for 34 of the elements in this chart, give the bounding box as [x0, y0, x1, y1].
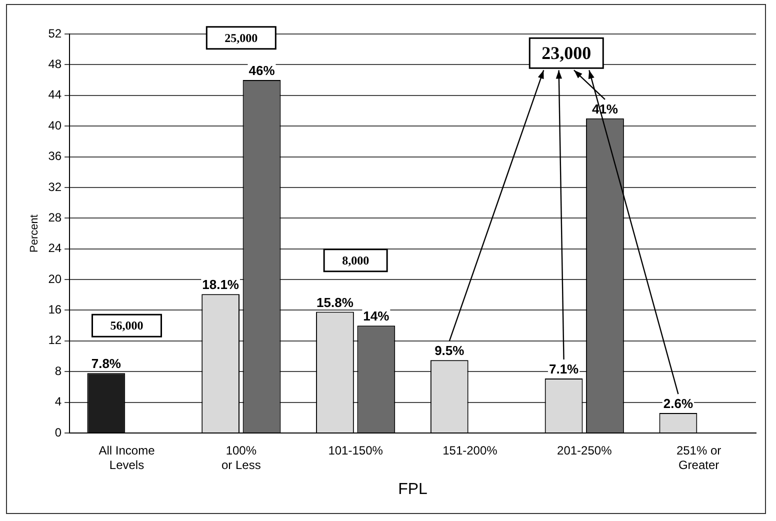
annotation: 25,000: [224, 30, 258, 45]
data-label: 9.5%: [434, 343, 465, 358]
data-label: 14%: [363, 308, 390, 324]
data-label: 7.1%: [548, 362, 580, 377]
y-tick-label: 48: [48, 57, 62, 72]
annotation: 23,000: [542, 42, 592, 63]
y-tick-label: 0: [54, 425, 62, 440]
y-tick-label: 24: [48, 241, 62, 256]
y-tick-label: 36: [48, 149, 62, 164]
y-tick-label: 4: [54, 394, 62, 409]
data-label: 7.8%: [91, 356, 122, 372]
y-tick-label: 20: [48, 272, 62, 286]
annotation: 8,000: [342, 253, 370, 268]
y-tick-label: 52: [48, 26, 62, 40]
x-tick-label: 251% or Greater: [676, 444, 722, 472]
data-label: 2.6%: [663, 396, 694, 412]
y-tick-label: 28: [48, 210, 62, 224]
x-tick-label: 101-150%: [328, 444, 384, 458]
x-axis-title: FPL: [398, 480, 428, 498]
x-tick-label: All Income Levels: [98, 444, 156, 472]
annotation: 56,000: [110, 318, 144, 333]
x-tick-label: 100% or Less: [221, 444, 261, 472]
x-tick-label: 201-250%: [557, 444, 612, 458]
y-tick-label: 32: [48, 180, 62, 194]
y-tick-label: 12: [48, 333, 62, 348]
data-label: 46%: [248, 63, 276, 78]
y-tick-label: 44: [48, 88, 62, 102]
data-label: 18.1%: [202, 277, 240, 292]
y-tick-label: 8: [54, 364, 62, 378]
y-tick-label: 40: [48, 118, 62, 132]
y-tick-label: 16: [48, 302, 62, 317]
data-label: 15.8%: [316, 294, 354, 310]
x-tick-label: 151-200%: [442, 444, 498, 458]
y-axis-title: Percent: [28, 214, 41, 252]
